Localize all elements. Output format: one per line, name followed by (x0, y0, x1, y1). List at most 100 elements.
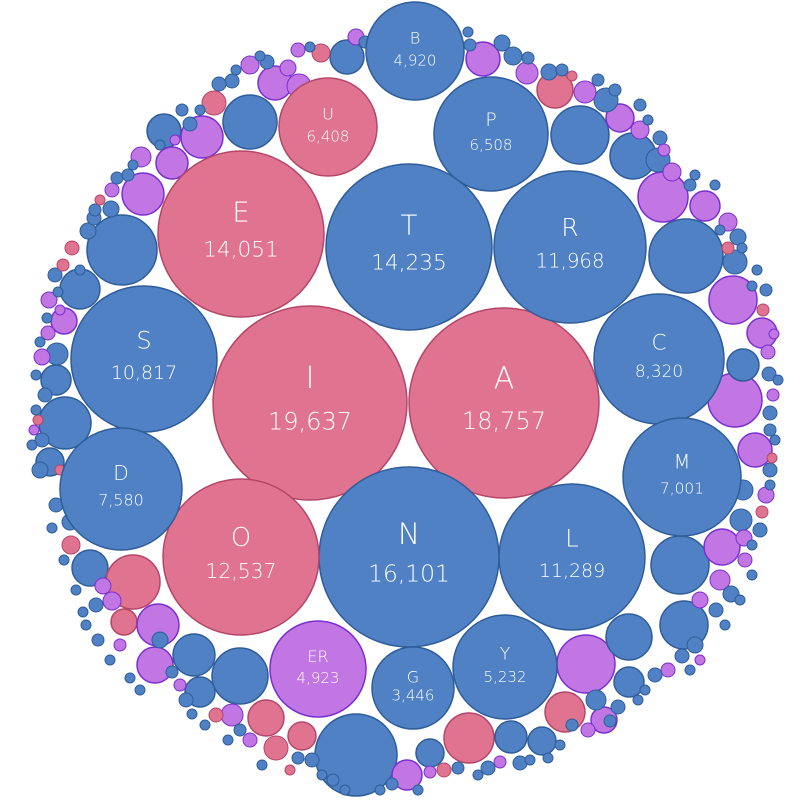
small-bubble (304, 752, 320, 768)
small-bubble (632, 694, 644, 706)
small-bubble (554, 739, 566, 751)
small-bubble (124, 672, 136, 684)
small-bubble (762, 462, 778, 478)
small-bubble (762, 405, 778, 421)
small-bubble (703, 528, 741, 566)
small-bubble (729, 228, 747, 246)
small-bubble (660, 662, 676, 678)
small-bubble (709, 179, 721, 191)
bubble-letter: G (407, 668, 419, 687)
bubble-letter: L (565, 524, 578, 552)
small-bubble (61, 535, 81, 555)
small-bubble (691, 591, 709, 609)
bubble-circle (433, 76, 549, 192)
small-bubble (94, 577, 112, 595)
small-bubble (169, 134, 181, 146)
small-bubble (515, 61, 539, 85)
bubble-circle (212, 305, 408, 501)
small-bubble (443, 712, 495, 764)
small-bubble (182, 116, 198, 132)
bubble-circle (318, 466, 500, 648)
small-bubble (154, 139, 166, 151)
small-bubble (71, 549, 109, 587)
small-bubble (751, 264, 763, 276)
small-bubble (104, 182, 120, 198)
bubble-value: 3,446 (392, 687, 435, 705)
unlabeled-bubbles (26, 26, 784, 797)
small-bubble (650, 535, 710, 595)
small-bubble (524, 754, 536, 766)
bubble-letter: ER (307, 647, 328, 666)
small-bubble (540, 63, 558, 81)
small-bubble (175, 103, 189, 117)
bubble-circle (278, 77, 378, 177)
small-bubble (110, 608, 138, 636)
small-bubble (136, 646, 174, 684)
small-bubble (472, 769, 484, 781)
small-bubble (77, 606, 89, 618)
small-bubble (709, 569, 731, 591)
small-bubble (630, 120, 650, 140)
small-bubble (591, 73, 605, 87)
small-bubble (756, 303, 770, 317)
small-bubble (121, 172, 165, 216)
small-bubble (772, 374, 784, 386)
bubble-circle (622, 417, 742, 537)
small-bubble (311, 43, 331, 63)
small-bubble (465, 41, 501, 77)
small-bubble (94, 194, 106, 206)
small-bubble (766, 452, 778, 464)
small-bubble (746, 539, 758, 551)
bubble-value: 14,235 (371, 251, 447, 276)
small-bubble (121, 168, 135, 182)
bubble-value: 14,051 (203, 238, 279, 263)
small-bubble (240, 55, 260, 75)
small-bubble (480, 760, 496, 776)
small-bubble (708, 275, 758, 325)
small-bubble (34, 336, 46, 348)
bubble-value: 7,580 (98, 491, 143, 510)
small-bubble (637, 171, 689, 223)
small-bubble (566, 70, 578, 82)
small-bubble (608, 83, 622, 97)
bubble-letter: D (113, 461, 129, 485)
small-bubble (172, 633, 216, 677)
small-bubble (729, 508, 753, 532)
small-bubble (199, 719, 211, 731)
bubble-value: 16,101 (368, 560, 450, 588)
small-bubble (40, 325, 56, 341)
small-bubble (544, 691, 586, 733)
small-bubble (694, 654, 706, 666)
small-bubble (521, 51, 535, 65)
bubble-value: 11,968 (535, 250, 604, 273)
small-bubble (652, 130, 668, 146)
small-bubble (708, 602, 724, 618)
small-bubble (254, 50, 266, 62)
small-bubble (746, 569, 758, 581)
bubble-circle (365, 1, 465, 101)
bubble-value: 4,923 (297, 669, 340, 687)
small-bubble (385, 777, 399, 791)
bubble-value: 19,637 (268, 407, 352, 435)
small-bubble (165, 665, 179, 679)
small-bubble (766, 388, 780, 402)
small-bubble (91, 633, 105, 647)
small-bubble (52, 286, 64, 298)
small-bubble (737, 552, 753, 568)
small-bubble (211, 647, 269, 705)
small-bubble (684, 664, 696, 676)
bubble-letter: N (398, 517, 420, 552)
small-bubble (178, 692, 194, 708)
small-bubble (173, 678, 187, 692)
small-bubble (736, 242, 748, 254)
small-bubble (304, 41, 316, 53)
bubble-value: 4,920 (394, 51, 437, 69)
small-bubble (220, 703, 244, 727)
bubble-g: G3,446 (371, 646, 455, 730)
small-bubble (493, 34, 511, 52)
small-bubble (208, 707, 224, 723)
small-bubble (64, 240, 80, 256)
small-bubble (768, 328, 780, 340)
bubble-circle (452, 614, 558, 720)
bubble-circle (371, 646, 455, 730)
